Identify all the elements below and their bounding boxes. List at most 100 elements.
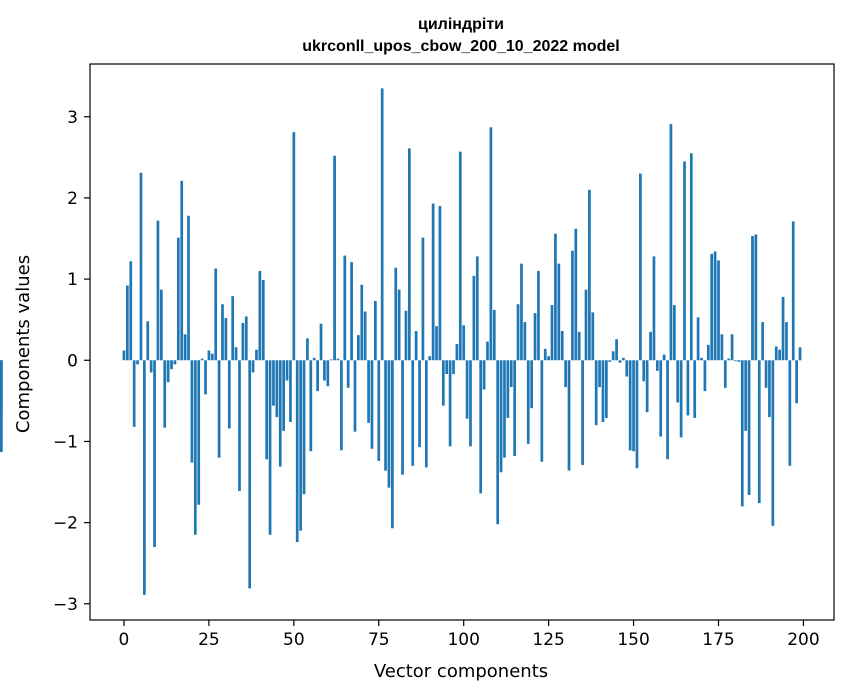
- bar: [771, 360, 775, 526]
- x-tick-label: 200: [787, 630, 819, 650]
- bar: [761, 322, 765, 361]
- bar: [258, 270, 262, 361]
- bar: [672, 305, 676, 361]
- bar: [190, 360, 194, 463]
- bar: [384, 360, 387, 471]
- bar: [720, 334, 724, 361]
- bar: [628, 360, 632, 451]
- bar: [299, 360, 302, 531]
- bar: [129, 261, 133, 361]
- bar: [689, 153, 693, 361]
- bar: [173, 360, 177, 365]
- bar: [700, 357, 703, 361]
- bar: [221, 304, 224, 361]
- bar: [530, 360, 533, 409]
- bar: [204, 360, 207, 395]
- bar: [180, 180, 184, 361]
- bar: [723, 360, 727, 388]
- bar: [166, 360, 170, 383]
- x-axis-ticks: 0 25 50 75 100 125 150 175 200: [119, 620, 820, 650]
- bar: [370, 360, 374, 449]
- bar: [757, 360, 761, 504]
- bars-group: [0, 88, 802, 595]
- bar: [255, 349, 258, 361]
- bar: [662, 354, 666, 361]
- bar: [581, 360, 584, 465]
- bar: [367, 360, 370, 423]
- bar: [506, 360, 510, 418]
- bar: [496, 360, 500, 525]
- bar: [323, 360, 326, 381]
- bar: [747, 360, 751, 495]
- bar: [611, 351, 615, 361]
- bar: [482, 360, 486, 390]
- bar: [346, 360, 350, 388]
- y-tick-label: 1: [67, 270, 78, 290]
- bar: [652, 256, 656, 361]
- bar: [577, 331, 581, 361]
- bar: [183, 334, 187, 361]
- bar: [778, 349, 781, 361]
- bar: [394, 267, 398, 361]
- bar: [353, 360, 357, 432]
- bar: [397, 289, 401, 361]
- bar: [319, 323, 323, 361]
- bar: [241, 322, 245, 361]
- bar: [618, 360, 622, 363]
- bar: [605, 360, 608, 418]
- bar: [333, 155, 336, 361]
- bar: [272, 360, 275, 406]
- bar: [0, 360, 3, 410]
- bar: [438, 206, 442, 361]
- bar: [601, 360, 605, 422]
- bar: [554, 233, 557, 361]
- bar: [146, 321, 150, 361]
- x-tick-label: 175: [702, 630, 734, 650]
- bar: [537, 270, 540, 361]
- bar: [526, 360, 530, 444]
- y-tick-label: −3: [53, 595, 78, 615]
- bar: [574, 228, 578, 361]
- chart-subtitle: ukrconll_upos_cbow_200_10_2022 model: [302, 38, 619, 55]
- bar: [452, 360, 455, 375]
- bar: [149, 360, 153, 373]
- bar: [676, 360, 680, 403]
- bar: [622, 357, 625, 361]
- bar: [737, 360, 741, 362]
- bar: [710, 253, 714, 361]
- bar: [713, 251, 717, 361]
- bar: [785, 322, 788, 361]
- bar: [234, 347, 238, 361]
- y-tick-label: 0: [67, 351, 78, 371]
- bar: [479, 360, 483, 494]
- bar: [374, 301, 377, 361]
- bar: [132, 360, 136, 427]
- bar: [584, 289, 588, 361]
- bar: [659, 360, 663, 437]
- bar: [163, 360, 167, 428]
- bar: [227, 360, 231, 429]
- bar: [265, 360, 269, 460]
- bar: [421, 237, 425, 361]
- bar: [122, 350, 126, 361]
- bar: [275, 360, 279, 418]
- bar: [639, 173, 642, 361]
- bar: [176, 237, 180, 361]
- bar: [377, 360, 381, 461]
- bar: [136, 360, 139, 365]
- bar: [465, 360, 469, 419]
- bar: [560, 331, 564, 361]
- bar: [520, 263, 523, 361]
- bar: [669, 124, 673, 361]
- bar: [441, 360, 445, 406]
- bar: [210, 353, 214, 361]
- bar: [214, 268, 218, 361]
- bar: [302, 360, 306, 495]
- bar: [424, 360, 428, 468]
- bar: [547, 356, 550, 361]
- bar: [387, 360, 391, 488]
- bar: [261, 279, 265, 361]
- bar: [679, 360, 683, 438]
- bar: [730, 334, 734, 361]
